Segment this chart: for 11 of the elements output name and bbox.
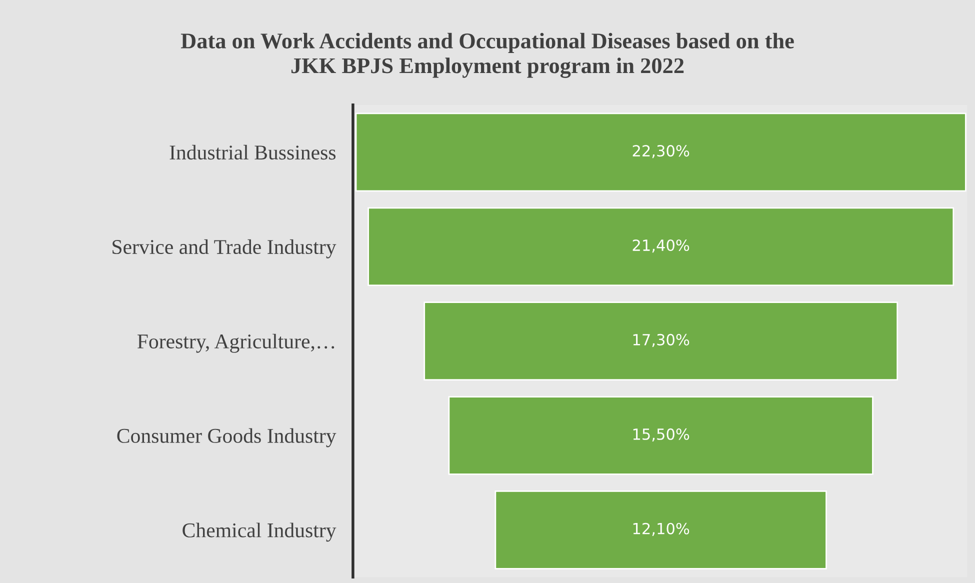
category-label: Industrial Bussiness	[170, 144, 336, 160]
data-label: 12,10%	[633, 522, 690, 536]
category-label: Forestry, Agriculture,…	[137, 334, 334, 353]
data-label: 15,50%	[633, 428, 690, 442]
category-label: Consumer Goods Industry	[117, 428, 336, 448]
data-label: 17,30%	[633, 334, 690, 348]
data-label: 22,30%	[632, 145, 690, 158]
category-label: Service and Trade Industry	[112, 239, 336, 258]
text: Data on Work Accidents and Occupational Diseases based on the JKK BPJS Employment program in 2022	[180, 32, 794, 78]
data-label: 21,40%	[632, 239, 690, 253]
category-label: Chemical Industry	[182, 522, 336, 542]
